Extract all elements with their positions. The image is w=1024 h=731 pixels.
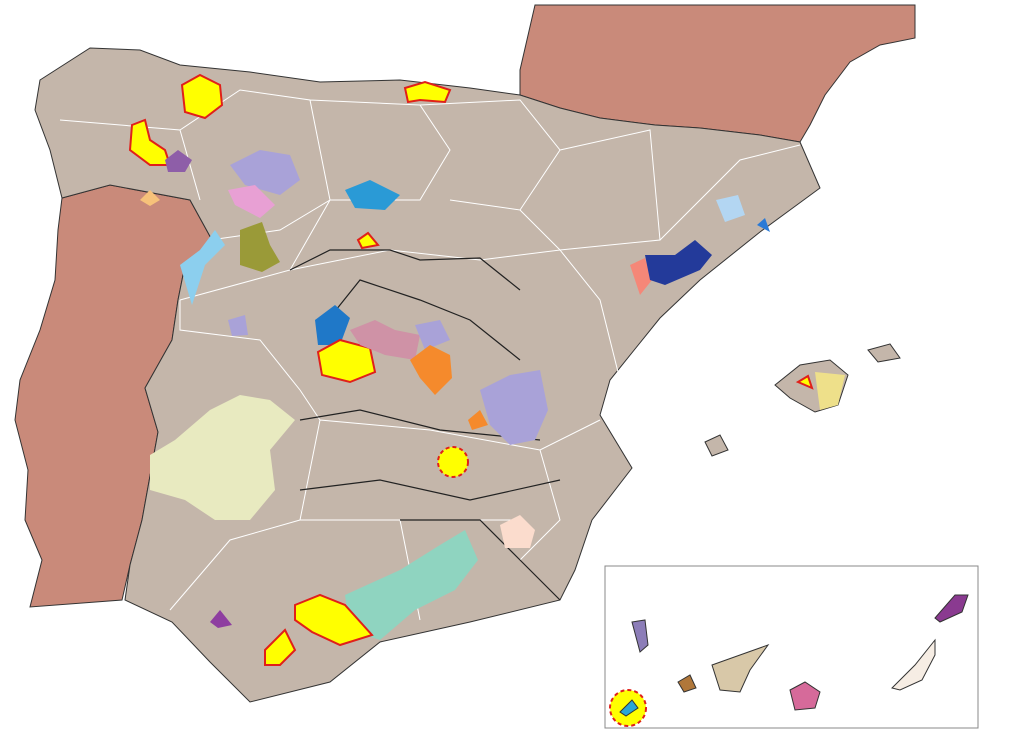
zone [165, 150, 192, 172]
zone [716, 195, 745, 222]
zone [403, 80, 452, 104]
zone [350, 320, 420, 360]
zone [150, 395, 295, 520]
inset-frame [604, 565, 979, 729]
zone [316, 338, 377, 384]
zone [180, 73, 224, 120]
zone [128, 118, 172, 166]
zone [795, 374, 814, 390]
island [789, 681, 821, 711]
zone [410, 345, 452, 395]
zone [180, 230, 225, 305]
zone [345, 180, 400, 210]
zone [345, 530, 478, 640]
island [631, 619, 649, 653]
ibiza [704, 434, 729, 457]
zone [437, 446, 469, 478]
zone [815, 372, 845, 410]
zone [230, 150, 300, 195]
zone [630, 258, 652, 295]
zone [500, 515, 535, 548]
zone [468, 410, 488, 430]
region-borders-dark [289, 249, 561, 601]
zone [415, 320, 450, 350]
island [891, 638, 936, 691]
island [677, 674, 697, 693]
zone [140, 190, 160, 206]
zone [356, 231, 380, 250]
zone [294, 593, 374, 647]
zone [480, 370, 548, 445]
island [619, 699, 639, 717]
zones [128, 73, 770, 666]
zone [240, 222, 280, 272]
island [711, 643, 770, 693]
zone [645, 240, 712, 285]
zone [264, 628, 297, 666]
zone [757, 218, 770, 232]
island [934, 594, 969, 623]
zone [228, 185, 275, 218]
zone [315, 305, 350, 345]
menorca [867, 343, 901, 363]
zone [228, 315, 248, 336]
zone [210, 610, 232, 628]
